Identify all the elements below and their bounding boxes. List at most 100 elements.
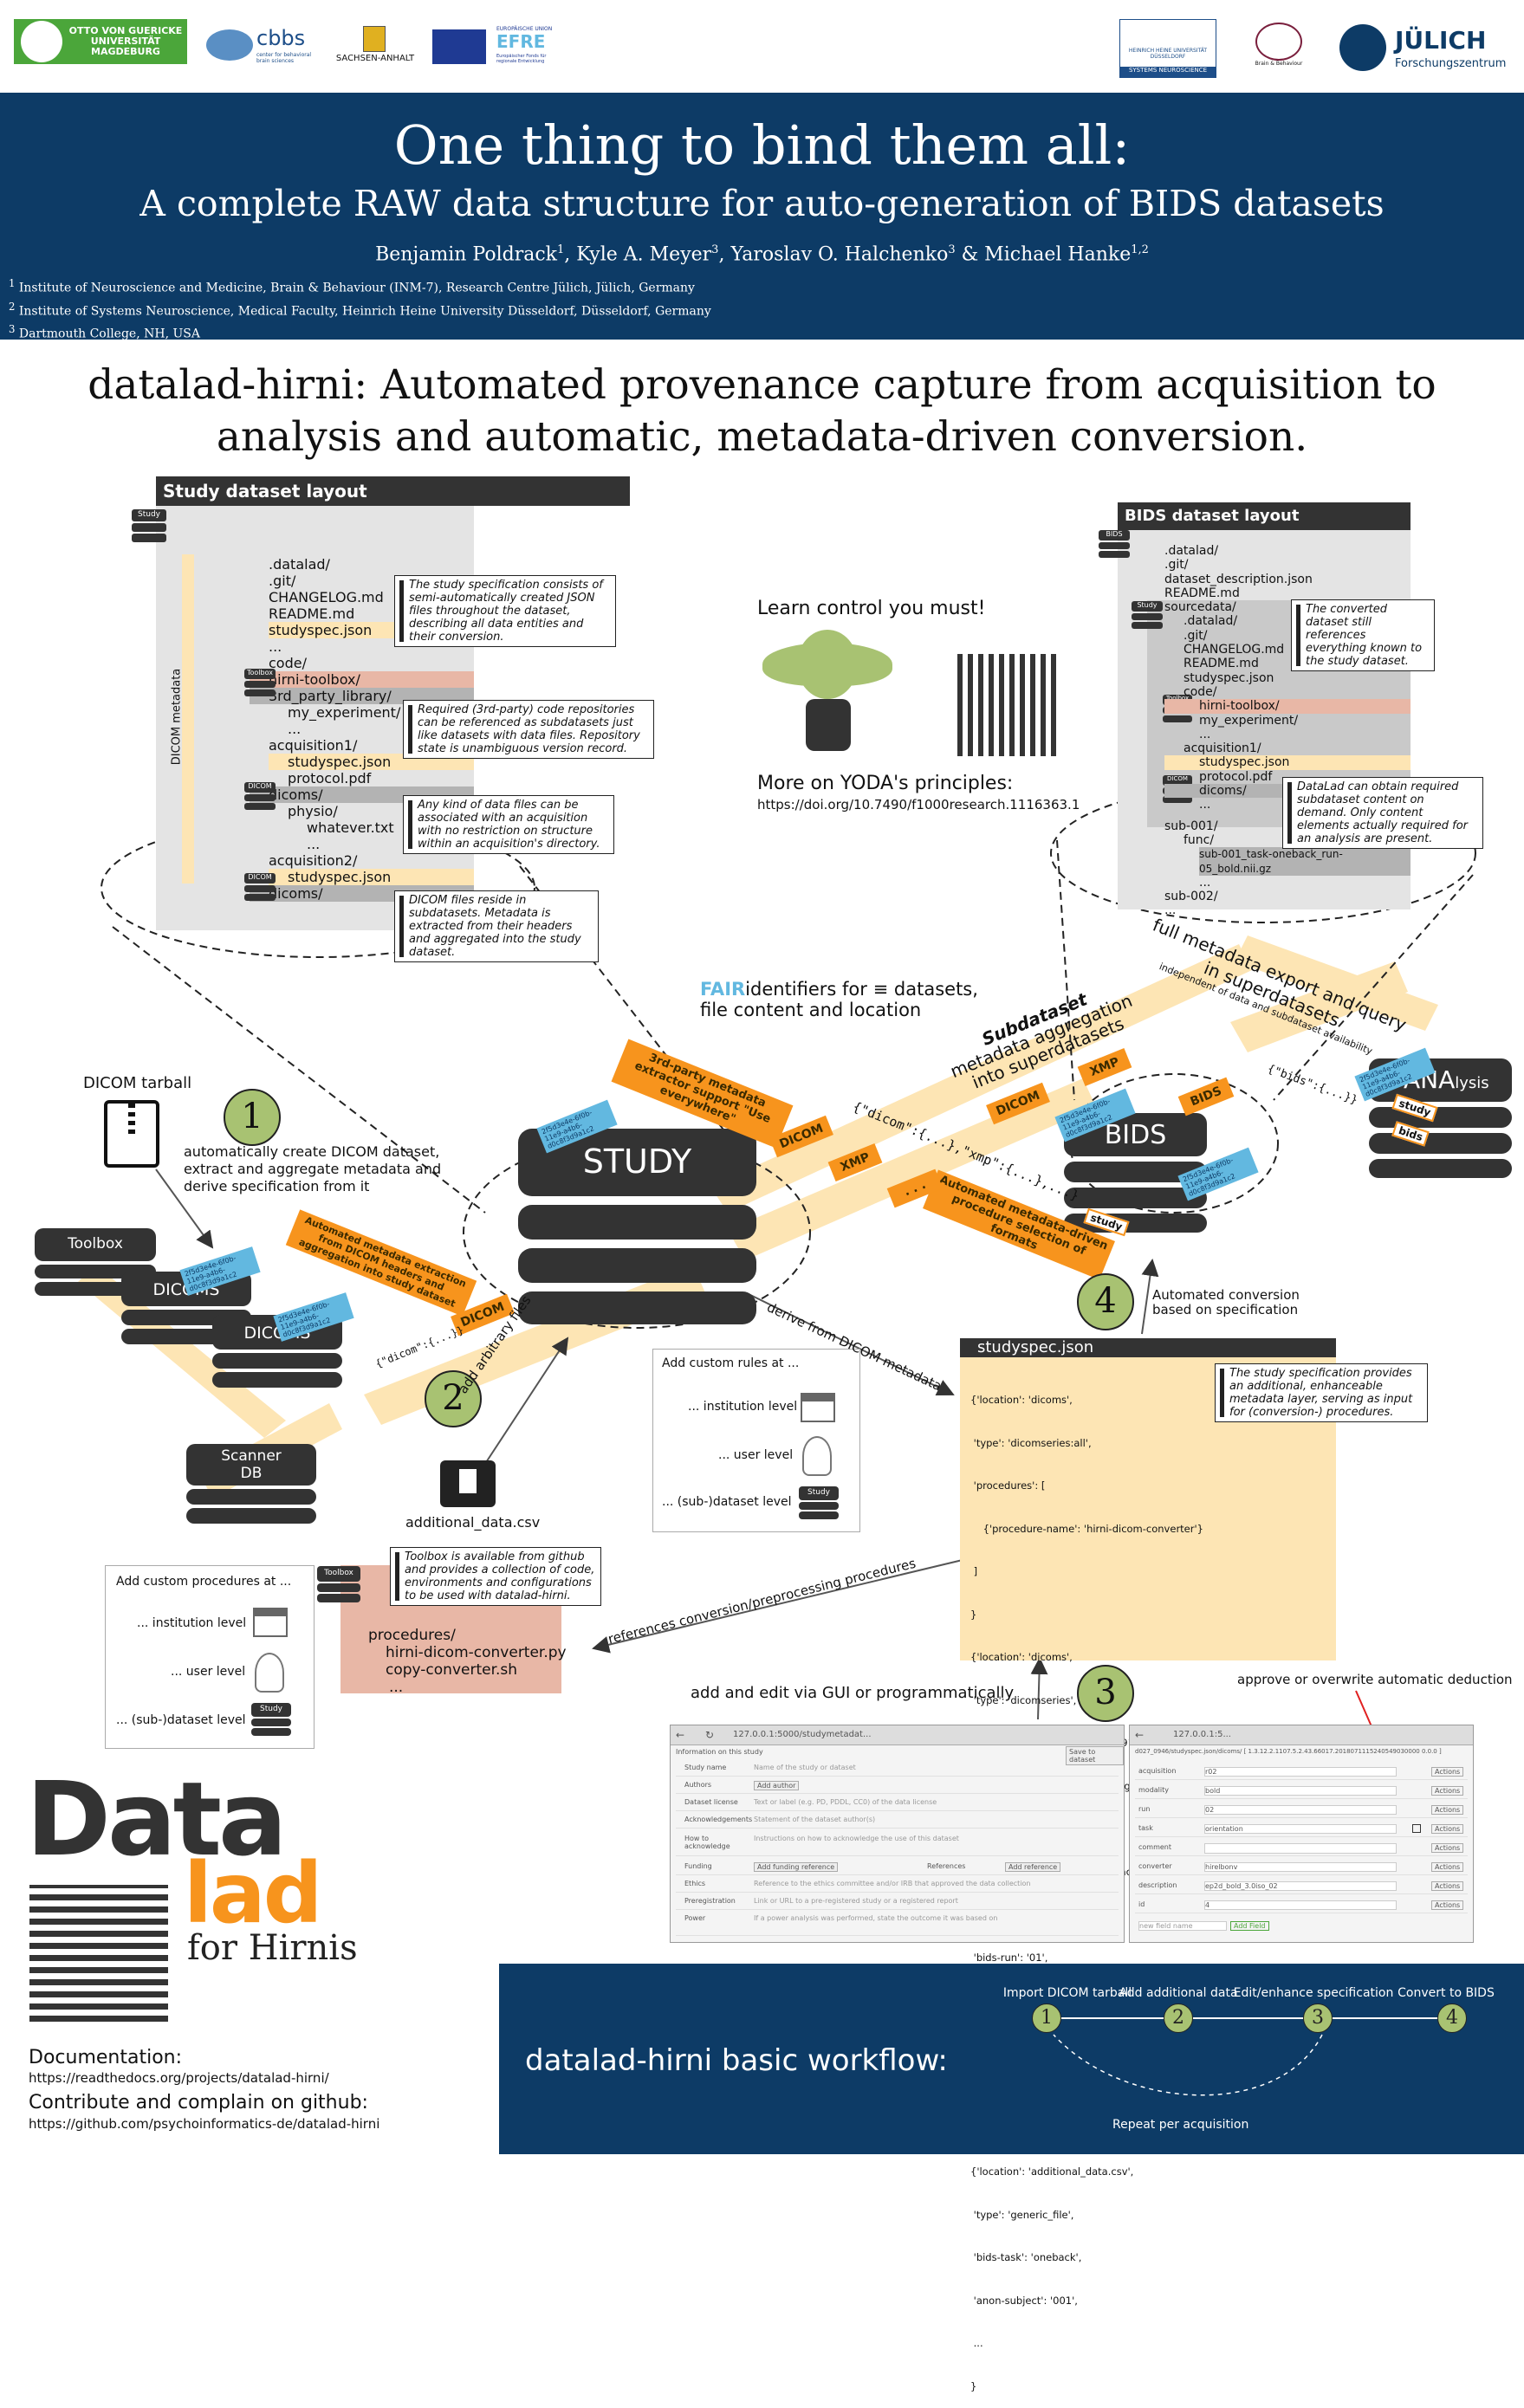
efre-top: EUROPÄISCHE UNION — [496, 26, 553, 32]
rules-item: ... institution level — [688, 1400, 798, 1414]
add-reference-button[interactable]: Add reference — [1005, 1862, 1061, 1872]
reload-icon[interactable]: ↻ — [705, 1729, 715, 1741]
author-2: , Kyle A. Meyer — [564, 243, 712, 266]
actions-button[interactable]: Actions — [1431, 1786, 1464, 1796]
spec-value[interactable]: r02 — [1204, 1767, 1397, 1777]
actions-button[interactable]: Actions — [1431, 1862, 1464, 1872]
study-root-stack-icon: Study — [132, 509, 166, 546]
tree-line: studyspec.json — [1184, 670, 1274, 685]
procedures-item: ... (sub-)dataset level — [116, 1713, 246, 1727]
code-line: 'anon-subject': '001', — [970, 2294, 1078, 2307]
title-banner: One thing to bind them all: A complete R… — [0, 93, 1524, 341]
study-stack-small-icon: Study — [251, 1703, 291, 1738]
back-icon[interactable]: ← — [676, 1729, 685, 1741]
author-3-sup: 3 — [948, 243, 956, 256]
tree-line: sub-001_task-oneback_run-05_bold.nii.gz — [1199, 847, 1411, 876]
spec-key: comment — [1138, 1843, 1172, 1851]
github-link[interactable]: https://github.com/psychoinformatics-de/… — [29, 2116, 380, 2132]
form-input[interactable]: If a power analysis was performed, state… — [754, 1914, 998, 1922]
study-side-band — [182, 554, 194, 884]
note-studyspec: The study specification provides an addi… — [1215, 1363, 1428, 1422]
actions-button[interactable]: Actions — [1431, 1843, 1464, 1853]
tree-line: protocol.pdf — [1199, 769, 1273, 784]
url-bar[interactable]: 127.0.0.1:5000/studymetadat... — [733, 1730, 872, 1739]
form-row: Funding Add funding reference References Ad… — [676, 1862, 1119, 1875]
fair-datasets: datasets, — [893, 979, 978, 1000]
fair-line2: file content and location — [700, 1000, 922, 1020]
spec-value[interactable]: orientation — [1204, 1824, 1397, 1834]
tree-line: protocol.pdf — [288, 770, 372, 786]
form-input[interactable]: Statement of the dataset author(s) — [754, 1816, 876, 1823]
spec-path: d027_0946/studyspec.json/dicoms/ [ 1.3.1… — [1135, 1748, 1442, 1755]
new-field-input[interactable]: new field name — [1138, 1921, 1227, 1931]
add-funding-button[interactable]: Add funding reference — [754, 1862, 839, 1872]
add-edit-label: add and edit via GUI or programmatically — [691, 1684, 1015, 1702]
form-input[interactable]: Instructions on how to acknowledge the u… — [754, 1835, 959, 1842]
tree-line: sub-002/ — [1164, 890, 1218, 904]
actions-button[interactable]: Actions — [1431, 1805, 1464, 1815]
logo-ovgu: OTTO VON GUERICKE UNIVERSITÄT MAGDEBURG — [14, 19, 187, 64]
institution-icon — [801, 1393, 835, 1422]
spec-value[interactable]: 4 — [1204, 1900, 1397, 1910]
study-dataset-stack: STUDY — [518, 1129, 756, 1328]
hhu-text: HEINRICH HEINE UNIVERSITÄT DÜSSELDORF — [1128, 48, 1208, 60]
rules-item: ... (sub-)dataset level — [662, 1495, 792, 1509]
logo-cbbs: cbbs center for behavioral brain science… — [206, 24, 319, 66]
actions-button[interactable]: Actions — [1431, 1900, 1464, 1910]
form-input[interactable]: Reference to the ethics committee and/or… — [754, 1880, 1031, 1887]
form-input[interactable]: Name of the study or dataset — [754, 1764, 856, 1771]
tree-line: hirni-dicom-converter.py — [386, 1644, 567, 1661]
coat-of-arms-icon — [363, 26, 386, 52]
procedures-title: Add custom procedures at ... — [116, 1575, 292, 1589]
approve-checkbox[interactable] — [1412, 1824, 1421, 1833]
user-icon — [802, 1436, 832, 1476]
web-ui-study-metadata: ← ↻ 127.0.0.1:5000/studymetadat... Infor… — [670, 1725, 1125, 1943]
save-to-dataset-button[interactable]: Save to dataset — [1066, 1746, 1124, 1765]
documentation-link[interactable]: https://readthedocs.org/projects/datalad… — [29, 2070, 329, 2086]
bids-stack-title: BIDS — [1104, 1120, 1167, 1150]
affiliation-3: 3 Dartmouth College, NH, USA — [9, 320, 711, 344]
spec-value[interactable]: hirelbonv — [1204, 1862, 1397, 1872]
add-author-button[interactable]: Add author — [754, 1781, 800, 1790]
spec-value[interactable]: ep2d_bold_3.0iso_02 — [1204, 1881, 1397, 1891]
brain-icon — [1255, 23, 1302, 61]
note-converted-dataset: The converted dataset still references e… — [1291, 599, 1435, 671]
spec-value[interactable]: 02 — [1204, 1805, 1397, 1815]
code-line: {'location': 'additional_data.csv', — [970, 2165, 1134, 2178]
code-line: } — [970, 2379, 977, 2392]
form-input[interactable]: Text or label (e.g. PD, PDDL, CC0) of th… — [754, 1798, 937, 1806]
sachsen-anhalt-text: SACHSEN-ANHALT — [335, 54, 415, 63]
ellipse-study — [463, 1136, 811, 1329]
hhu-subtext: SYSTEMS NEUROSCIENCE — [1120, 67, 1216, 77]
tree-line: .datalad/ — [269, 556, 330, 573]
actions-button[interactable]: Actions — [1431, 1824, 1464, 1834]
note-datalad-obtain: DataLad can obtain required subdataset c… — [1282, 777, 1483, 849]
logo-juelich: JÜLICH Forschungszentrum — [1339, 21, 1513, 73]
fair-prefix: FAIR — [700, 979, 746, 1000]
actions-button[interactable]: Actions — [1431, 1767, 1464, 1777]
workflow-step-label: Edit/enhance specification — [1233, 1986, 1394, 2000]
cbbs-subtext: center for behavioral brain sciences — [256, 52, 312, 64]
workflow-title: datalad-hirni basic workflow: — [525, 2043, 948, 2078]
spec-value[interactable]: bold — [1204, 1786, 1397, 1796]
form-input[interactable]: Link or URL to a pre-registered study or… — [754, 1897, 958, 1905]
fair-label: FAIRidentifiers for ≡ datasets, file con… — [700, 979, 978, 1020]
logo-sachsen-anhalt: SACHSEN-ANHALT — [332, 26, 418, 68]
add-field-button[interactable]: Add Field — [1230, 1921, 1269, 1931]
spec-key: id — [1138, 1900, 1145, 1908]
actions-button[interactable]: Actions — [1431, 1881, 1464, 1891]
code-line: 'procedures': [ — [970, 1479, 1046, 1492]
tree-line: studyspec.json — [269, 869, 474, 885]
browser-toolbar: ← 127.0.0.1:5... — [1130, 1725, 1473, 1745]
dicom-stack-label: DICOM — [248, 873, 272, 881]
toolbox-panel-stack-icon: Toolbox — [317, 1566, 360, 1604]
back-icon[interactable]: ← — [1135, 1729, 1145, 1741]
spec-value[interactable] — [1204, 1843, 1397, 1854]
dicom-tarball-label: DICOM tarball — [83, 1074, 192, 1092]
form-label: Preregistration — [684, 1897, 736, 1905]
url-bar[interactable]: 127.0.0.1:5... — [1173, 1730, 1231, 1739]
scanner-db-stack: Scanner DB — [186, 1444, 316, 1529]
code-line: 'type': 'dicomseries', — [970, 1693, 1077, 1706]
form-row: Dataset license Text or label (e.g. PD, P… — [676, 1798, 1119, 1811]
tree-line: hirni-toolbox/ — [250, 671, 474, 688]
